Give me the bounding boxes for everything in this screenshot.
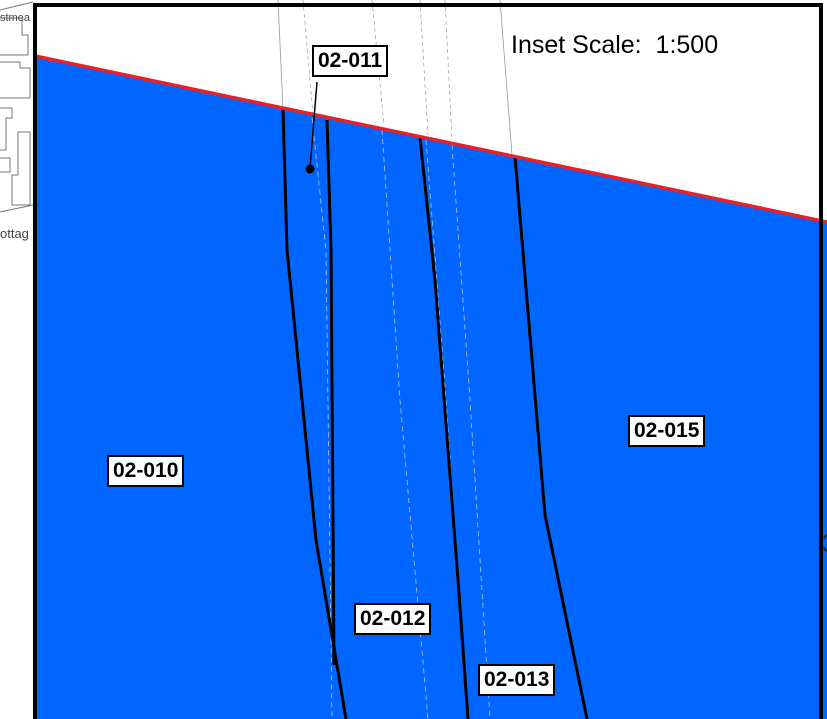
plot-label-02-015: 02-015 bbox=[628, 415, 706, 447]
plot-label-02-011: 02-011 bbox=[312, 45, 389, 77]
plot-label-02-013: 02-013 bbox=[478, 664, 556, 696]
label-leader-point bbox=[305, 164, 315, 174]
plot-label-02-012: 02-012 bbox=[354, 603, 432, 635]
background-place-text: ottag bbox=[0, 226, 29, 241]
background-building-outlines bbox=[0, 1, 34, 213]
background-street-text: stmea bbox=[0, 12, 30, 24]
red-boundary-line bbox=[34, 54, 827, 224]
inset-scale-label: Inset Scale: bbox=[511, 31, 642, 59]
plot-label-02-010: 02-010 bbox=[107, 455, 185, 487]
internal-dashed-lines bbox=[311, 117, 491, 719]
label-leader-line bbox=[309, 81, 318, 169]
inset-scale-value: 1:500 bbox=[655, 31, 719, 59]
parcel-boundaries bbox=[281, 109, 589, 719]
background-edge-text: 3 bbox=[822, 528, 827, 559]
inset-frame bbox=[33, 3, 823, 719]
inset-scale: Inset Scale: 1:500 bbox=[511, 31, 718, 60]
plot-area bbox=[35, 56, 827, 719]
background-road-lines bbox=[277, 0, 513, 156]
